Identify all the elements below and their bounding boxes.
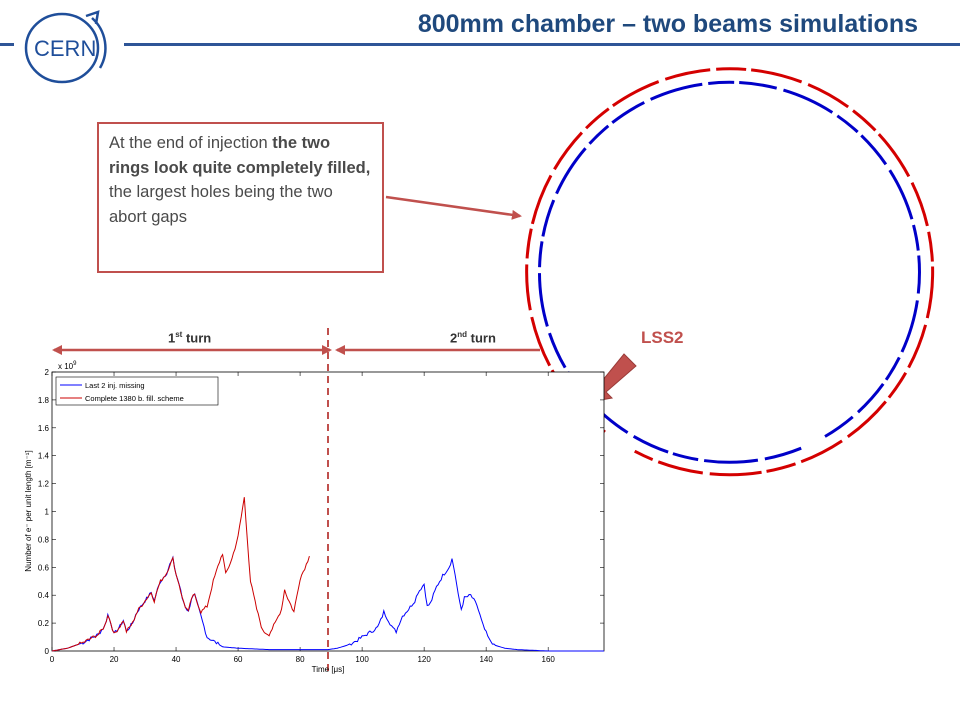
ring-red-beam — [525, 67, 935, 477]
x-tick-label: 80 — [296, 655, 305, 664]
cern-logo: CERN — [24, 10, 107, 84]
y-tick-label: 1.8 — [38, 396, 50, 405]
legend: Last 2 inj. missing Complete 1380 b. fil… — [55, 376, 219, 406]
first-turn-label: 1st turn — [168, 330, 212, 346]
y-tick-label: 0.2 — [38, 619, 50, 628]
callout-text-bold: the two rings look quite completely fill… — [109, 134, 371, 177]
y-tick-label: 1.6 — [38, 424, 50, 433]
y-tick-label: 0 — [45, 647, 50, 656]
logo-text: CERN — [34, 36, 96, 61]
callout-box: At the end of injection the two rings lo… — [97, 122, 384, 273]
callout-text-1: At the end of injection — [109, 134, 273, 152]
legend-label-red: Complete 1380 b. fill. scheme — [85, 394, 184, 403]
x-tick-label: 0 — [50, 655, 55, 664]
y-tick-label: 0.8 — [38, 535, 50, 544]
y-tick-label: 0.4 — [38, 591, 50, 600]
legend-label-blue: Last 2 inj. missing — [85, 381, 145, 390]
x-tick-label: 100 — [355, 655, 369, 664]
page-title: 800mm chamber – two beams simulations — [417, 10, 918, 38]
y-axis-label: Number of e⁻ per unit length [m⁻¹] — [24, 450, 33, 571]
title-rule-left — [0, 43, 14, 46]
second-turn-label: 2nd turn — [450, 330, 496, 346]
x-tick-label: 120 — [417, 655, 431, 664]
ring-blue-beam — [538, 80, 921, 464]
x-axis-label: Time [μs] — [312, 665, 345, 674]
y-tick-label: 1.2 — [38, 480, 50, 489]
y-scale-label: x 109 — [58, 361, 77, 371]
x-tick-label: 60 — [234, 655, 243, 664]
y-tick-label: 1.4 — [38, 452, 50, 461]
x-tick-label: 20 — [110, 655, 119, 664]
x-tick-label: 140 — [479, 655, 493, 664]
title-rule — [124, 43, 960, 46]
callout-text-2: the largest holes being the two abort ga… — [109, 183, 333, 226]
y-tick-label: 1 — [45, 508, 50, 517]
y-tick-label: 2 — [45, 368, 50, 377]
x-tick-label: 160 — [542, 655, 556, 664]
y-tick-label: 0.6 — [38, 563, 50, 572]
lss2-label: LSS2 — [641, 328, 684, 347]
legend-box — [55, 376, 219, 406]
x-tick-label: 40 — [172, 655, 181, 664]
series-line-complete-1380 — [51, 497, 310, 652]
callout-pointer-arrow — [385, 195, 522, 220]
beam-rings — [525, 67, 935, 477]
